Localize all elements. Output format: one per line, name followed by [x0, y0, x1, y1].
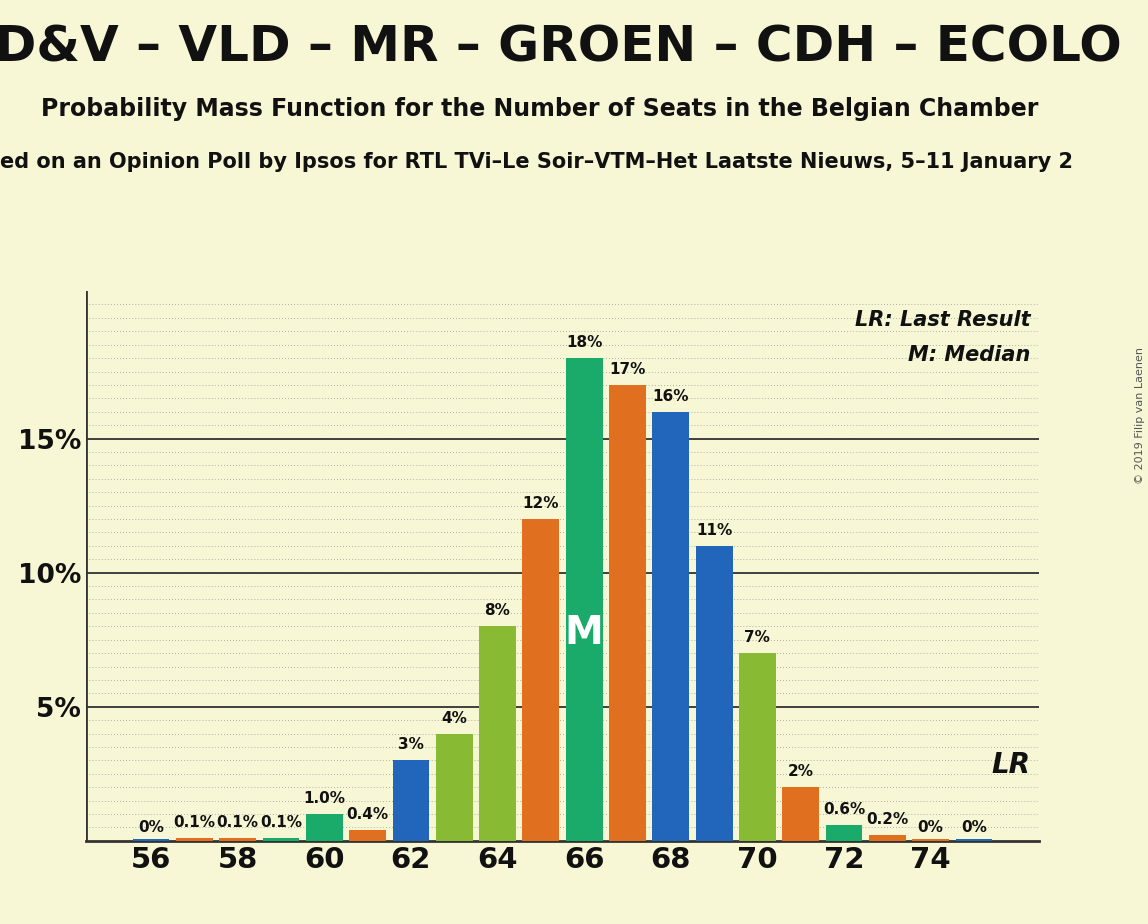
- Bar: [176, 838, 212, 841]
- Bar: [219, 838, 256, 841]
- Text: Probability Mass Function for the Number of Seats in the Belgian Chamber: Probability Mass Function for the Number…: [41, 97, 1038, 121]
- Text: 0.1%: 0.1%: [259, 815, 302, 830]
- Text: 0%: 0%: [138, 820, 164, 835]
- Text: 12%: 12%: [522, 496, 559, 511]
- Bar: [955, 840, 992, 841]
- Bar: [305, 814, 343, 841]
- Text: 1.0%: 1.0%: [303, 791, 346, 806]
- Bar: [610, 385, 646, 841]
- Bar: [522, 519, 559, 841]
- Text: 0.1%: 0.1%: [173, 815, 216, 830]
- Text: 0.4%: 0.4%: [347, 807, 389, 822]
- Bar: [393, 760, 429, 841]
- Bar: [869, 835, 906, 841]
- Text: LR: Last Result: LR: Last Result: [854, 310, 1030, 330]
- Bar: [566, 359, 603, 841]
- Bar: [133, 840, 170, 841]
- Text: 17%: 17%: [610, 362, 645, 377]
- Bar: [436, 734, 473, 841]
- Text: 8%: 8%: [484, 603, 511, 618]
- Bar: [696, 546, 732, 841]
- Text: 18%: 18%: [566, 335, 603, 350]
- Text: 0%: 0%: [917, 820, 944, 835]
- Text: 0.6%: 0.6%: [823, 802, 866, 817]
- Bar: [782, 787, 820, 841]
- Text: © 2019 Filip van Laenen: © 2019 Filip van Laenen: [1135, 347, 1145, 484]
- Bar: [825, 825, 862, 841]
- Bar: [913, 840, 949, 841]
- Text: 2%: 2%: [788, 764, 814, 779]
- Text: 7%: 7%: [745, 630, 770, 645]
- Text: CD&V – VLD – MR – GROEN – CDH – ECOLO: CD&V – VLD – MR – GROEN – CDH – ECOLO: [0, 23, 1122, 71]
- Bar: [349, 830, 386, 841]
- Text: ed on an Opinion Poll by Ipsos for RTL TVi–Le Soir–VTM–Het Laatste Nieuws, 5–11 : ed on an Opinion Poll by Ipsos for RTL T…: [0, 152, 1073, 173]
- Text: 0.1%: 0.1%: [217, 815, 258, 830]
- Text: M: M: [565, 614, 604, 652]
- Text: 4%: 4%: [441, 711, 467, 725]
- Text: M: Median: M: Median: [908, 345, 1030, 365]
- Bar: [479, 626, 515, 841]
- Text: 16%: 16%: [652, 389, 689, 404]
- Text: 0%: 0%: [961, 820, 987, 835]
- Bar: [263, 838, 300, 841]
- Text: 0.2%: 0.2%: [867, 812, 908, 827]
- Text: 3%: 3%: [398, 737, 424, 752]
- Bar: [652, 412, 689, 841]
- Bar: [739, 653, 776, 841]
- Text: LR: LR: [991, 751, 1030, 779]
- Text: 11%: 11%: [696, 523, 732, 538]
